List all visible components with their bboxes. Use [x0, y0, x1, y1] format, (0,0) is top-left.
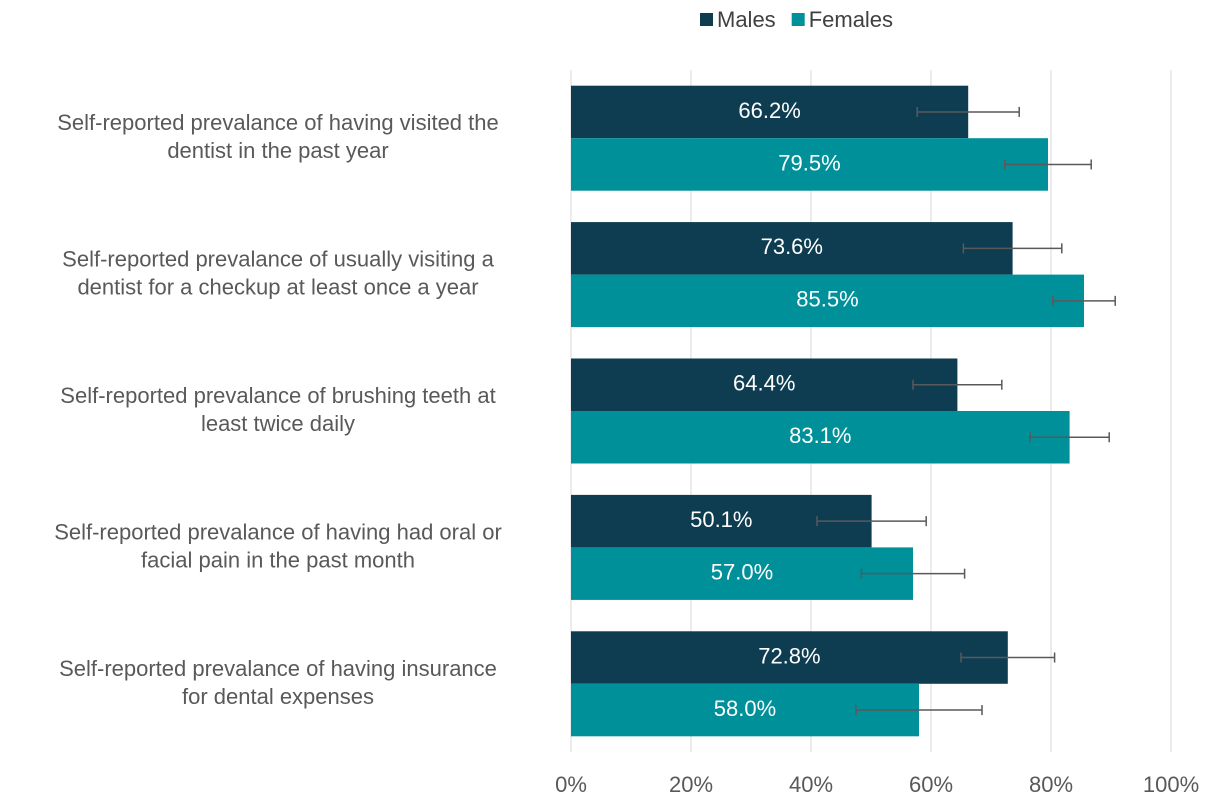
value-label: 72.8%: [758, 643, 820, 668]
y-tick-label-line: Self-reported prevalance of having had o…: [54, 519, 502, 544]
x-tick-label: 100%: [1143, 772, 1199, 797]
y-tick-label-line: facial pain in the past month: [141, 547, 415, 572]
y-tick-label-line: dentist for a checkup at least once a ye…: [77, 274, 478, 299]
y-tick-label: Self-reported prevalance of having had o…: [54, 519, 502, 572]
error-bar: [816, 516, 927, 527]
bar: [571, 222, 1013, 275]
bar: [571, 274, 1084, 328]
error-bar: [960, 652, 1056, 663]
x-tick-label: 40%: [789, 772, 833, 797]
bar: [571, 631, 1008, 684]
value-label: 66.2%: [738, 98, 800, 123]
y-tick-label: Self-reported prevalance of brushing tee…: [60, 383, 495, 436]
error-bar: [1029, 432, 1110, 443]
value-label: 83.1%: [789, 423, 851, 448]
value-label: 50.1%: [690, 507, 752, 532]
value-label: 64.4%: [733, 371, 795, 396]
legend-label: Females: [809, 7, 893, 32]
y-tick-label: Self-reported prevalance of having insur…: [59, 656, 497, 709]
y-tick-label-line: Self-reported prevalance of having visit…: [57, 110, 498, 135]
error-bar: [855, 705, 983, 716]
error-bar: [916, 106, 1020, 117]
value-label: 58.0%: [714, 696, 776, 721]
y-tick-label-line: dentist in the past year: [167, 138, 388, 163]
y-tick-label-line: Self-reported prevalance of brushing tee…: [60, 383, 495, 408]
legend-swatch: [791, 13, 805, 26]
y-tick-label-line: least twice daily: [201, 411, 355, 436]
error-bar: [1052, 295, 1116, 306]
error-bar: [860, 568, 966, 579]
legend-swatch: [700, 13, 713, 26]
y-tick-label: Self-reported prevalance of usually visi…: [62, 246, 494, 299]
error-bar: [962, 243, 1063, 254]
value-label: 57.0%: [711, 559, 773, 584]
bar: [571, 547, 913, 600]
y-tick-label-line: for dental expenses: [182, 684, 374, 709]
value-label: 73.6%: [761, 234, 823, 259]
x-tick-label: 80%: [1029, 772, 1073, 797]
y-tick-label-line: Self-reported prevalance of having insur…: [59, 656, 497, 681]
error-bar: [912, 379, 1003, 390]
bar: [571, 358, 958, 411]
x-tick-label: 0%: [555, 772, 587, 797]
legend-label: Males: [717, 7, 776, 32]
bar: [571, 138, 1048, 191]
value-label: 85.5%: [796, 287, 858, 312]
bar: [571, 85, 969, 139]
error-bar: [1004, 159, 1092, 170]
x-tick-label: 60%: [909, 772, 953, 797]
x-tick-label: 20%: [669, 772, 713, 797]
y-tick-label-line: Self-reported prevalance of usually visi…: [62, 246, 494, 271]
y-tick-label: Self-reported prevalance of having visit…: [57, 110, 498, 163]
bar: [571, 411, 1070, 464]
value-label: 79.5%: [778, 150, 840, 175]
